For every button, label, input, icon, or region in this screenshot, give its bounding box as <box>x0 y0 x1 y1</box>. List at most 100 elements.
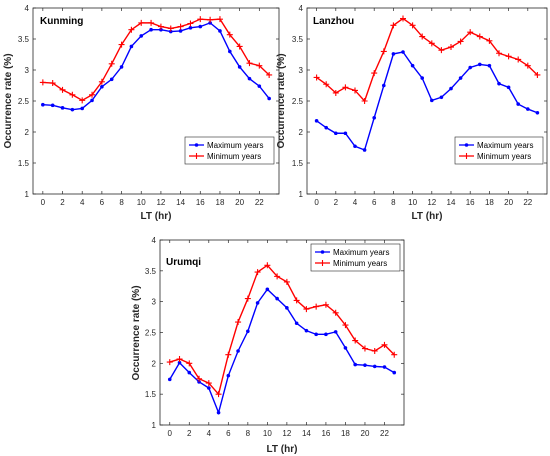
data-point-minimum-years <box>293 297 300 304</box>
data-point-maximum-years <box>324 125 329 130</box>
data-point-minimum-years <box>534 71 541 78</box>
legend-marker-max <box>194 143 199 147</box>
data-point-minimum-years <box>236 43 243 50</box>
data-point-minimum-years <box>361 345 368 352</box>
data-point-maximum-years <box>285 306 289 310</box>
data-point-minimum-years <box>371 348 378 354</box>
chart-title: Urumqi <box>166 257 201 268</box>
x-tick-label: 2 <box>187 429 192 438</box>
chart-panel-urumqi: Urumqi 0 2 4 6 8 10 12 14 16 18 20 2211.522.533.54 … <box>131 236 405 455</box>
x-tick-label: 0 <box>41 198 46 207</box>
data-point-maximum-years <box>372 364 377 369</box>
y-tick-label: 1.5 <box>292 159 304 168</box>
data-point-maximum-years <box>275 296 279 301</box>
x-tick-label: 12 <box>156 198 165 207</box>
y-tick-label: 2 <box>152 359 157 368</box>
legend-label-min: Minimum years <box>477 152 531 161</box>
axis-ticks: 0 2 4 6 8 10 12 14 16 18 20 22 1 1.5 2 2.5 3 3.5 4 <box>18 4 279 207</box>
x-tick-label: 4 <box>80 198 85 207</box>
data-point-maximum-years <box>187 370 192 375</box>
data-point-maximum-years <box>257 84 262 88</box>
data-point-maximum-years <box>392 370 397 375</box>
data-point-maximum-years <box>109 77 114 82</box>
data-point-minimum-years <box>283 278 290 285</box>
data-point-minimum-years <box>167 25 174 32</box>
data-point-minimum-years <box>79 97 86 104</box>
data-point-minimum-years <box>342 322 349 329</box>
data-point-maximum-years <box>267 96 271 101</box>
data-point-minimum-years <box>303 306 310 313</box>
data-point-maximum-years <box>294 321 299 326</box>
data-point-minimum-years <box>118 41 125 48</box>
data-point-maximum-years <box>265 287 270 292</box>
data-point-minimum-years <box>207 16 214 23</box>
y-tick-label: 3.5 <box>145 267 157 276</box>
data-point-maximum-years <box>343 131 348 136</box>
x-tick-label: 14 <box>447 198 456 207</box>
data-point-minimum-years <box>244 295 251 302</box>
data-point-maximum-years <box>304 328 309 333</box>
data-point-maximum-years <box>50 103 55 108</box>
data-point-maximum-years <box>247 76 252 81</box>
data-point-maximum-years <box>363 363 367 367</box>
data-point-maximum-years <box>90 98 94 103</box>
legend-marker-min <box>319 260 326 266</box>
legend: Maximum years Minimum years <box>454 136 544 165</box>
data-point-maximum-years <box>314 332 318 337</box>
data-point-minimum-years <box>400 15 406 22</box>
x-tick-label: 8 <box>119 198 124 207</box>
legend-label-min: Minimum years <box>207 152 261 161</box>
x-tick-label: 12 <box>282 429 291 438</box>
data-point-maximum-years <box>516 102 520 106</box>
chart-panel-lanzhou: Lanzhou 0 2 4 6 8 10 12 14 16 18 20 22 1 1.5 2 2.5 3 3.5 4… <box>276 4 548 222</box>
axis-ticks: 0 2 4 6 8 10 12 14 16 18 20 22 1 1.5 2 2.5 3 3.5 4 <box>292 4 547 207</box>
data-point-maximum-years <box>178 29 183 33</box>
data-point-maximum-years <box>372 115 377 120</box>
data-point-maximum-years <box>478 62 482 67</box>
data-point-maximum-years <box>382 365 387 369</box>
data-point-minimum-years <box>254 269 261 276</box>
data-point-maximum-years <box>226 373 231 378</box>
plot-frame <box>32 7 280 195</box>
data-point-minimum-years <box>138 19 145 26</box>
data-point-minimum-years <box>196 375 203 382</box>
y-tick-label: 2.5 <box>18 97 30 106</box>
data-point-minimum-years <box>176 356 183 363</box>
data-point-maximum-years <box>333 330 338 334</box>
data-point-maximum-years <box>129 44 134 49</box>
y-tick-label: 3 <box>25 66 30 75</box>
legend-label-max: Maximum years <box>477 141 533 150</box>
data-point-minimum-years <box>216 16 223 23</box>
chart-title: Kunming <box>40 16 83 27</box>
data-point-minimum-years <box>391 351 398 358</box>
x-tick-label: 16 <box>466 198 475 207</box>
data-point-minimum-years <box>361 98 368 104</box>
data-point-minimum-years <box>215 391 222 398</box>
data-point-maximum-years <box>237 65 242 69</box>
data-point-minimum-years <box>381 341 388 348</box>
y-tick-label: 3 <box>152 298 157 307</box>
x-tick-label: 4 <box>207 429 212 438</box>
data-point-maximum-years <box>100 84 104 89</box>
x-axis-label: LT (hr) <box>412 211 443 222</box>
y-axis-label: Occurrence rate (%) <box>276 53 287 148</box>
data-point-minimum-years <box>505 53 512 60</box>
data-point-minimum-years <box>496 50 502 57</box>
x-tick-label: 0 <box>168 429 173 438</box>
x-tick-label: 10 <box>408 198 417 207</box>
data-point-minimum-years <box>226 31 233 38</box>
legend-label-max: Maximum years <box>207 141 263 150</box>
y-tick-label: 1.5 <box>145 390 157 399</box>
data-point-minimum-years <box>313 74 320 81</box>
y-tick-label: 3.5 <box>292 35 304 44</box>
data-point-maximum-years <box>218 29 222 33</box>
data-point-minimum-years <box>98 78 105 85</box>
data-point-minimum-years <box>89 91 96 98</box>
data-point-maximum-years <box>401 50 405 54</box>
data-point-minimum-years <box>332 309 339 316</box>
data-point-minimum-years <box>352 87 358 94</box>
y-tick-label: 4 <box>299 4 304 13</box>
chart-title: Lanzhou <box>313 16 354 27</box>
y-tick-label: 2.5 <box>145 329 157 338</box>
data-point-minimum-years <box>448 44 454 51</box>
